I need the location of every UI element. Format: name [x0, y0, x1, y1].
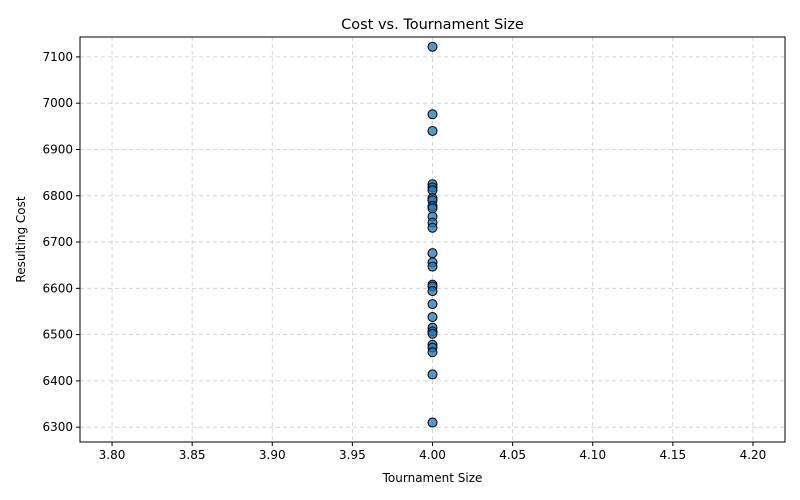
- data-point: [427, 109, 438, 120]
- data-point: [427, 222, 438, 233]
- x-tick-label: 4.00: [419, 448, 446, 462]
- x-tick-label: 3.90: [259, 448, 286, 462]
- y-tick-label: 7000: [42, 96, 73, 110]
- y-tick-label: 6700: [42, 235, 73, 249]
- data-point: [427, 261, 438, 272]
- data-point: [427, 286, 438, 297]
- y-tick-label: 6300: [42, 420, 73, 434]
- y-tick-label: 6600: [42, 281, 73, 295]
- data-point: [427, 203, 438, 214]
- data-point: [427, 41, 438, 52]
- data-points: [427, 41, 438, 428]
- data-point: [427, 248, 438, 259]
- data-point: [427, 369, 438, 380]
- data-point: [427, 312, 438, 323]
- data-point: [427, 347, 438, 358]
- x-tick-label: 3.80: [99, 448, 126, 462]
- data-point: [427, 417, 438, 428]
- data-point: [427, 125, 438, 136]
- y-tick-label: 7100: [42, 50, 73, 64]
- x-tick-label: 4.05: [499, 448, 526, 462]
- x-tick-label: 3.85: [179, 448, 206, 462]
- x-tick-label: 4.15: [659, 448, 686, 462]
- x-tick-label: 4.10: [579, 448, 606, 462]
- x-tick-label: 3.95: [339, 448, 366, 462]
- y-tick-label: 6500: [42, 328, 73, 342]
- y-tick-label: 6800: [42, 189, 73, 203]
- y-tick-label: 6400: [42, 374, 73, 388]
- x-axis-ticks: 3.80 3.85 3.90 3.95 4.00 4.05 4.10 4.15 4.20: [99, 442, 767, 462]
- data-point: [427, 328, 438, 339]
- y-axis-label: Resulting Cost: [14, 196, 28, 282]
- y-tick-label: 6900: [42, 142, 73, 156]
- y-axis-ticks: 6300 6400 6500 6600 6700 6800 6900 7000 7100: [42, 50, 80, 434]
- data-point: [427, 299, 438, 310]
- x-axis-label: Tournament Size: [382, 471, 483, 485]
- x-tick-label: 4.20: [740, 448, 767, 462]
- grid-lines: [80, 37, 785, 442]
- chart-title: Cost vs. Tournament Size: [341, 17, 524, 33]
